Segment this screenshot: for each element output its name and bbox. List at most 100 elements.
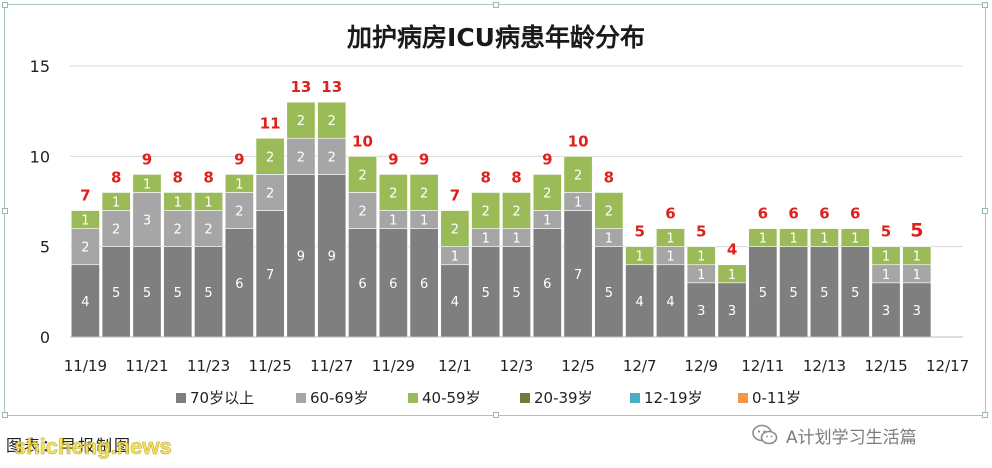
total-label: 6 [850, 205, 860, 223]
data-label: 5 [204, 286, 212, 301]
bar-segment [717, 282, 747, 338]
x-tick-label: 12/17 [926, 357, 969, 375]
data-label: 1 [482, 232, 490, 247]
bar-segment [471, 192, 501, 229]
bar-segment [163, 246, 193, 338]
x-tick-label: 11/23 [187, 357, 230, 375]
data-label: 1 [235, 177, 243, 192]
data-label: 5 [174, 286, 182, 301]
data-label: 1 [666, 232, 674, 247]
data-label: 4 [81, 295, 89, 310]
data-label: 4 [636, 295, 644, 310]
y-tick-label: 0 [40, 328, 50, 347]
bar-segment [317, 174, 347, 338]
data-label: 1 [543, 214, 551, 229]
data-label: 2 [389, 186, 397, 201]
bar-segment [563, 210, 593, 338]
x-tick-label: 11/27 [310, 357, 353, 375]
bar-segment [440, 210, 470, 247]
site-watermark: shicheng.news [14, 434, 172, 460]
x-tick-label: 11/19 [64, 357, 107, 375]
bar-segment [409, 174, 439, 211]
bar-segment [809, 228, 839, 247]
total-label: 8 [511, 168, 521, 186]
resize-handle-bottom[interactable] [493, 412, 499, 418]
total-label: 7 [80, 187, 90, 205]
bar-segment [378, 174, 408, 211]
y-tick-label: 15 [30, 57, 50, 76]
resize-handle-left[interactable] [2, 208, 8, 214]
bar-segment [70, 264, 100, 338]
bar-segment [594, 246, 624, 338]
x-tick-label: 11/21 [125, 357, 168, 375]
chart-title: 加护病房ICU病患年龄分布 [346, 23, 645, 52]
total-label: 5 [696, 223, 706, 241]
resize-handle-bottom-left[interactable] [2, 412, 8, 418]
data-label: 2 [482, 205, 490, 220]
bar-segment [70, 210, 100, 229]
resize-handle-top-right[interactable] [982, 2, 988, 8]
x-tick-label: 12/1 [438, 357, 472, 375]
bar-segment [840, 246, 870, 338]
data-label: 6 [543, 277, 551, 292]
data-label: 2 [358, 205, 366, 220]
legend-label: 12-19岁 [644, 389, 703, 407]
y-tick-label: 5 [40, 238, 50, 257]
legend-swatch [520, 393, 530, 403]
data-label: 1 [174, 196, 182, 211]
data-label: 3 [882, 304, 890, 319]
bar-segment [656, 264, 685, 338]
total-label: 7 [450, 187, 460, 205]
data-label: 2 [574, 168, 582, 183]
legend-swatch [408, 393, 418, 403]
data-label: 2 [112, 223, 120, 238]
bar-segment [348, 228, 377, 338]
account-watermark: A计划学习生活篇 [752, 420, 917, 450]
account-name: A计划学习生活篇 [786, 427, 917, 448]
bar-segment [286, 101, 316, 139]
bar-segment [625, 264, 655, 338]
data-label: 1 [81, 214, 89, 229]
bar-segment [286, 137, 316, 175]
bar-segment [779, 228, 809, 247]
legend-swatch [296, 393, 306, 403]
resize-handle-right[interactable] [982, 208, 988, 214]
bar-segment [101, 210, 131, 247]
data-label: 7 [266, 268, 274, 283]
legend-label: 70岁以上 [190, 389, 254, 407]
data-label: 1 [697, 250, 705, 265]
bar-segment [779, 246, 809, 338]
data-label: 2 [358, 168, 366, 183]
resize-handle-top[interactable] [493, 2, 499, 8]
data-label: 5 [820, 286, 828, 301]
bar-segment [717, 264, 747, 284]
data-label: 2 [328, 114, 336, 129]
total-label: 4 [727, 241, 737, 259]
resize-handle-bottom-right[interactable] [982, 412, 988, 418]
bar-segment [317, 101, 347, 139]
resize-handle-top-left[interactable] [2, 2, 8, 8]
total-label: 9 [234, 150, 244, 168]
data-label: 2 [266, 186, 274, 201]
stacked-bar-chart: 加护病房ICU病患年龄分布 4 2 1 7 5 2 1 8 5 3 1 9 5 2 1 8 5 2 1 8 6 2 1 9 7 2… [30, 23, 970, 407]
data-label: 2 [297, 114, 305, 129]
bars: 4217521853195218521862197221192213922136… [70, 78, 932, 338]
x-tick-label: 12/3 [500, 357, 534, 375]
data-label: 5 [851, 286, 859, 301]
x-tick-label: 12/9 [684, 357, 718, 375]
bar-segment [255, 174, 285, 211]
total-label: 8 [480, 168, 490, 186]
bar-segment [902, 282, 932, 338]
data-label: 1 [112, 196, 120, 211]
data-label: 1 [143, 177, 151, 192]
bar-segment [594, 192, 624, 229]
bar-segment [686, 246, 716, 266]
total-label: 5 [634, 223, 644, 241]
data-label: 1 [913, 250, 921, 265]
y-tick-label: 10 [30, 147, 50, 166]
bar-segment [532, 174, 562, 211]
data-label: 6 [235, 277, 243, 292]
bar-segment [809, 246, 839, 338]
x-tick-label: 12/5 [561, 357, 595, 375]
total-label: 9 [388, 150, 398, 168]
